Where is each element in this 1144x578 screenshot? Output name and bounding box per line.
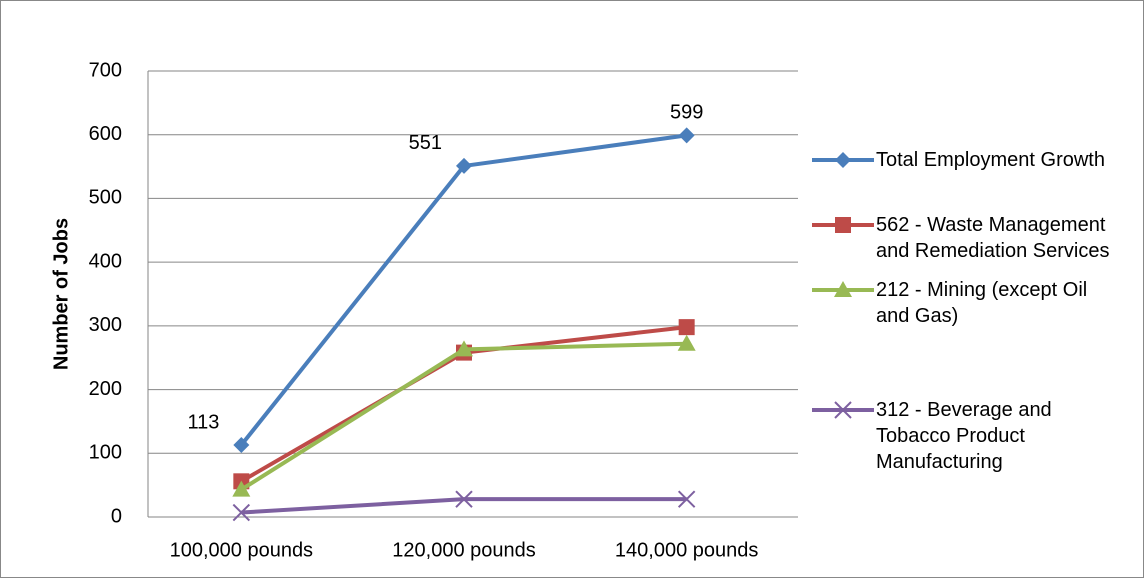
legend-label: 212 - Mining (except Oil and Gas) [876,279,1088,327]
legend-label: 562 - Waste Management and Remediation S… [876,214,1110,262]
marker [677,490,696,508]
y-tick-label: 500 [89,187,122,209]
y-tick-label: 400 [89,250,122,272]
legend-label: 312 - Beverage and Tobacco Product Manuf… [876,399,1052,473]
y-axis-title: Number of Jobs [50,218,72,370]
marker [677,334,696,351]
y-tick-label: 0 [111,505,122,527]
y-tick-label: 600 [89,123,122,145]
marker [834,401,852,419]
legend-label: Total Employment Growth [876,149,1105,171]
marker [455,340,473,357]
y-tick-label: 700 [89,59,122,81]
marker [678,319,695,336]
x-tick-label: 100,000 pounds [170,539,313,561]
marker [834,281,852,297]
marker [233,437,250,454]
marker [835,152,851,168]
marker [678,127,695,144]
data-label: 551 [409,132,442,154]
marker [232,480,251,497]
data-label: 599 [670,102,703,124]
y-tick-label: 200 [89,378,122,400]
marker [456,157,472,174]
marker [835,217,851,233]
y-tick-label: 300 [89,314,122,336]
x-tick-label: 140,000 pounds [615,539,758,561]
marker [455,490,473,508]
y-tick-label: 100 [89,442,122,464]
marker [232,503,251,522]
x-tick-label: 120,000 pounds [392,539,535,561]
data-label: 113 [187,411,219,433]
